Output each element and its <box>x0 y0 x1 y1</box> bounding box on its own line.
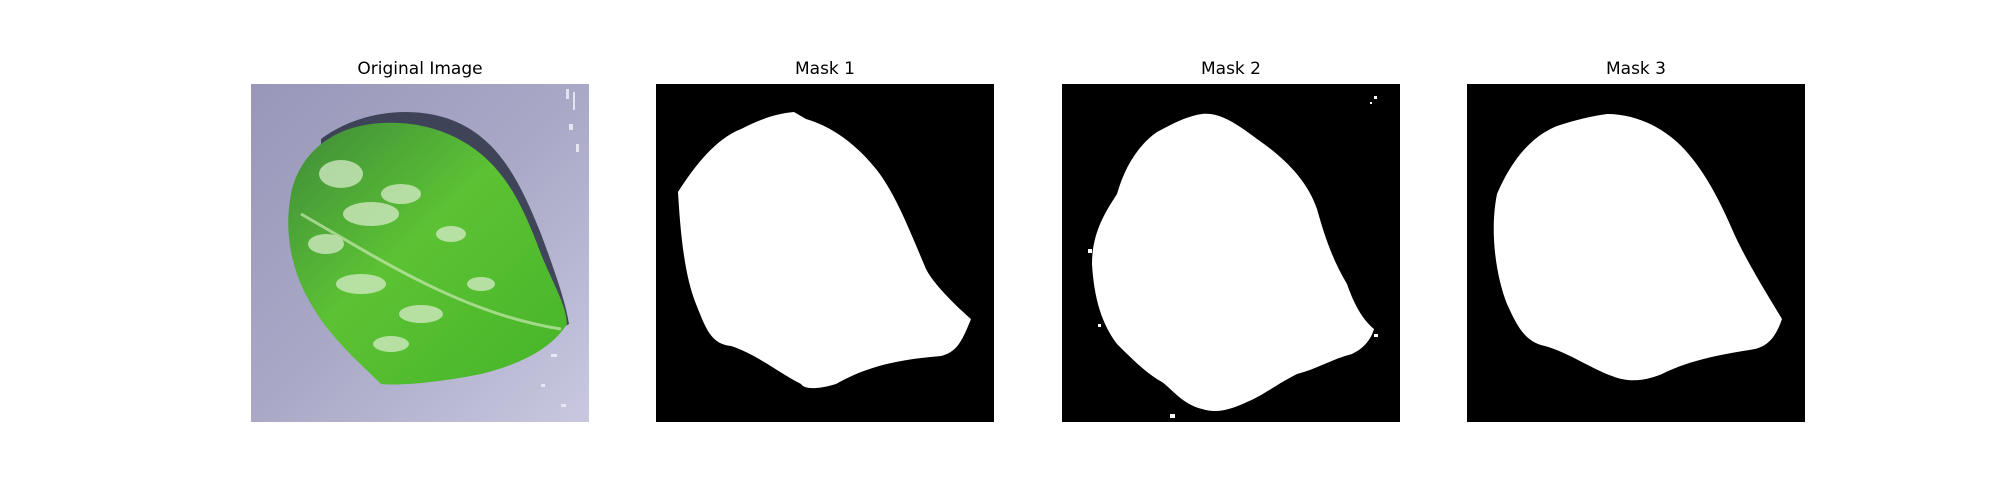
mask-1-image <box>656 84 994 422</box>
mask-foreground <box>1092 113 1374 412</box>
panel-title-mask-2: Mask 2 <box>1200 59 1261 79</box>
mask-3-image <box>1467 84 1805 422</box>
leaf-shadow <box>321 112 569 334</box>
panel-title-mask-1: Mask 1 <box>794 59 855 79</box>
leaf <box>288 122 567 385</box>
mask-noise <box>1088 96 1378 418</box>
speckles <box>541 89 579 407</box>
mask-foreground <box>678 112 971 389</box>
leaf-midrib <box>300 212 562 331</box>
original-image <box>251 84 589 422</box>
panel-title-mask-3: Mask 3 <box>1605 59 1666 79</box>
leaf-patches <box>308 160 495 352</box>
panel-title-original: Original Image <box>357 59 483 79</box>
mask-foreground <box>1493 114 1782 381</box>
mask-2-image <box>1062 84 1400 422</box>
